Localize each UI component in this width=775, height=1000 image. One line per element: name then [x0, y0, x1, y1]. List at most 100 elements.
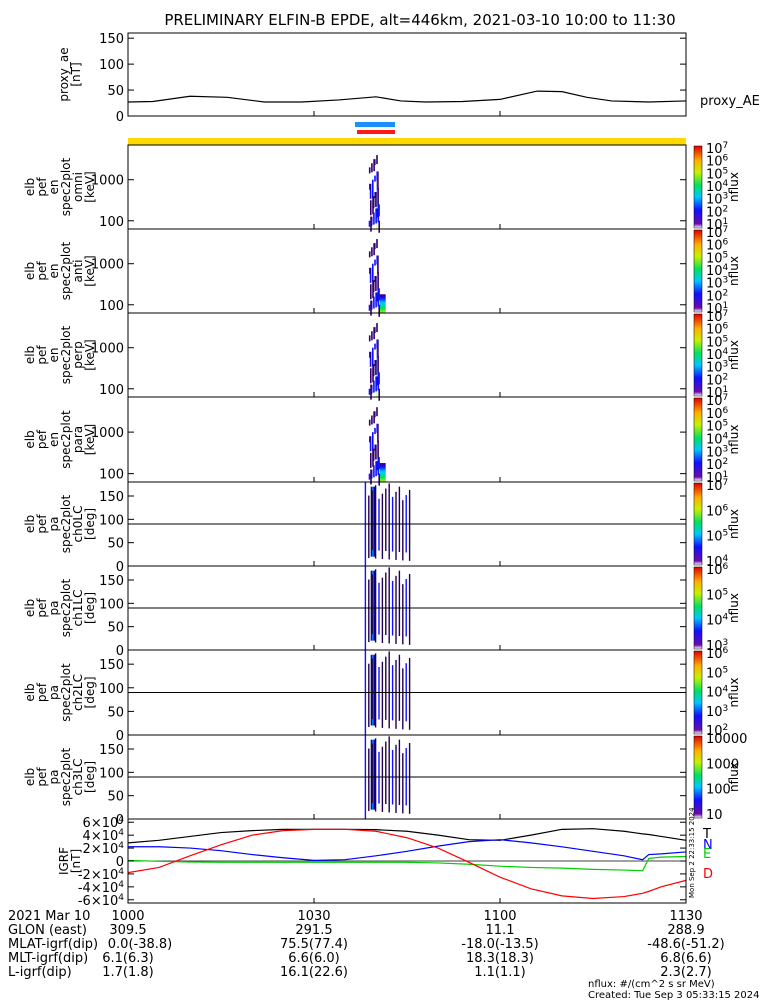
spectrum-stripe	[372, 364, 374, 383]
cbar-tick-para: 103	[706, 444, 728, 460]
ylabel-omni-5: [keV]	[83, 171, 97, 202]
pa-stripe	[374, 569, 377, 643]
frame-anti	[127, 228, 687, 314]
ytick-label-proxy_ae: 150	[99, 32, 124, 47]
spectrum-stripe	[375, 461, 377, 477]
cbar-label-ch2LC: nflux	[727, 678, 741, 708]
spectrum-stripe	[371, 415, 373, 425]
spectrum-stripe	[371, 331, 373, 341]
orbit-row-2-v1: 75.5(77.4)	[280, 937, 348, 952]
ylabel-ch2LC-2: pa	[47, 685, 61, 700]
pa-stripe	[408, 573, 411, 645]
spectrum-stripe	[377, 271, 379, 290]
pa-stripe	[402, 753, 404, 814]
pa-stripe	[408, 658, 411, 730]
spectrum-stripe	[374, 276, 376, 283]
igrf-series-T	[127, 828, 687, 844]
spectrum-stripe	[371, 163, 373, 173]
ytick-label-ch0LC: 150	[99, 490, 124, 505]
cbar-tick-ch0LC: 104	[706, 554, 729, 570]
colorbar-anti	[693, 229, 703, 313]
ylabel-omni-4: omni	[71, 172, 85, 202]
spectrum-stripe	[375, 276, 377, 292]
ylabel-para-4: para	[71, 426, 85, 453]
pa-stripe	[378, 667, 380, 720]
spectrum-stripe	[374, 175, 376, 182]
cbar-tick-anti: 101	[706, 301, 728, 317]
spectrum-stripe	[368, 388, 371, 395]
pa-stripe	[388, 483, 390, 560]
frame-proxy_ae	[127, 32, 687, 117]
orbit-row-0-v2: 1100	[483, 909, 516, 924]
cbar-tick-perp: 102	[706, 372, 728, 388]
ylabel-ch2LC-3: spec2plot	[59, 663, 73, 722]
ylabel-perp-4: perp	[71, 341, 85, 369]
pa-stripe	[378, 582, 380, 635]
burst-bar-red	[357, 130, 395, 134]
cbar-tick-para: 105	[706, 419, 728, 435]
cbar-tick-perp: 101	[706, 385, 728, 401]
ylabel-ch1LC-3: spec2plot	[59, 578, 73, 637]
spectrum-stripe	[377, 372, 380, 391]
ytick-label-para: 100	[99, 468, 124, 483]
spectrum-stripe	[377, 355, 379, 374]
pa-stripe	[385, 488, 387, 552]
orbit-row-2-label: MLAT-igrf(dip)	[8, 937, 98, 952]
cbar-tick-ch2LC: 105	[706, 665, 728, 681]
orbit-row-3-v2: 18.3(18.3)	[466, 951, 534, 966]
spectrum-stripe	[369, 351, 371, 358]
pa-stripe	[371, 490, 373, 551]
pa-stripe	[381, 577, 384, 643]
ylabel-ch2LC-1: pef	[35, 682, 49, 702]
orbit-row-0-v0: 1000	[111, 909, 144, 924]
ylabel-igrf-1: [nT]	[69, 849, 83, 873]
ylabel-omni-3: spec2plot	[59, 157, 73, 216]
orbit-row-1-v3: 288.9	[667, 923, 704, 938]
spectrum-stripe	[378, 473, 380, 486]
spectrum-stripe	[373, 159, 375, 172]
colorbar-para	[693, 397, 703, 482]
orbit-row-3-v3: 6.8(6.6)	[660, 951, 712, 966]
spectrum-stripe	[373, 380, 375, 393]
pa-stripe	[378, 498, 380, 551]
cbar-tick-omni: 102	[706, 204, 728, 220]
spectrum-stripe	[373, 212, 375, 225]
pa-stripe	[385, 656, 387, 720]
cbar-tick-perp: 107	[706, 309, 728, 325]
spectrum-stripe	[369, 351, 372, 367]
cbar-label-ch0LC: nflux	[727, 509, 741, 539]
ytick-label-omni: 100	[99, 215, 124, 230]
orbit-table: 2021 Mar 10 1000 1030 1100 1130 GLON (ea…	[8, 909, 725, 980]
ytick-label-ch3LC: 50	[107, 790, 124, 805]
ylabel-igrf-0: IGRF	[57, 847, 71, 875]
cbar-tick-ch0LC: 106	[706, 503, 729, 519]
spectrum-stripe	[370, 368, 372, 384]
pa-stripe	[395, 659, 397, 729]
igrf-label-D: D	[703, 867, 713, 882]
frame-omni	[127, 144, 687, 230]
ylabel-ch3LC-5: [deg]	[83, 761, 97, 793]
cbar-tick-para: 106	[706, 406, 729, 422]
ylabel-ch0LC-5: [deg]	[83, 508, 97, 540]
ytick-label-igrf: -4×104	[78, 880, 124, 896]
ytick-label-ch1LC: 50	[107, 621, 124, 636]
cbar-label-omni: nflux	[727, 172, 741, 202]
ylabel-ch2LC-4: ch2LC	[71, 674, 85, 711]
spectrum-stripe	[378, 388, 380, 401]
cbar-tick-anti: 107	[706, 225, 728, 241]
cbar-tick-para: 101	[706, 470, 728, 486]
spectrum-stripe	[374, 427, 376, 434]
ytick-label-igrf: 4×104	[83, 828, 125, 844]
pa-stripe	[378, 751, 380, 804]
frame-perp	[127, 312, 687, 398]
spectrum-stripe	[369, 183, 372, 199]
cbar-tick-anti: 106	[706, 238, 729, 254]
orbit-row-1-label: GLON (east)	[8, 923, 87, 938]
spectrum-stripe	[370, 300, 372, 316]
orbit-row-4-v0: 1.7(1.8)	[102, 965, 154, 980]
ylabel-proxy_ae-0: proxy_ae	[57, 47, 71, 101]
spectrum-stripe	[373, 465, 375, 478]
orbit-row-1-v0: 309.5	[109, 923, 146, 938]
cbar-tick-omni: 101	[706, 217, 728, 233]
